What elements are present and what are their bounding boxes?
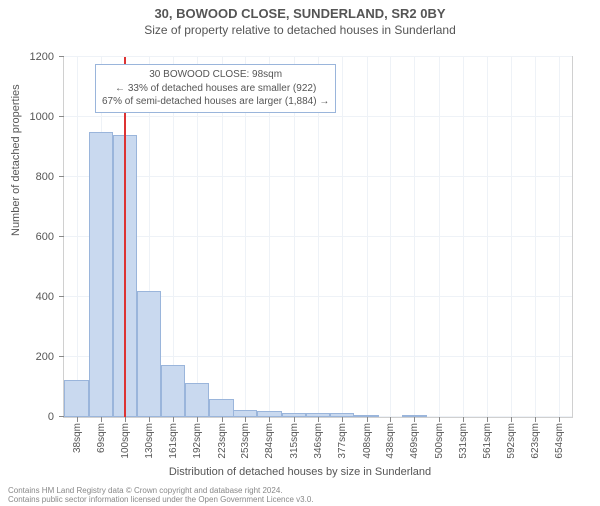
x-tick-label: 623sqm <box>530 423 541 459</box>
grid-horizontal <box>64 116 572 117</box>
chart-container: 30, BOWOOD CLOSE, SUNDERLAND, SR2 0BY Si… <box>0 6 600 506</box>
y-tick-mark <box>59 416 64 417</box>
x-tick-label: 438sqm <box>385 423 396 459</box>
grid-vertical <box>390 57 391 417</box>
x-tick-label: 500sqm <box>434 423 445 459</box>
y-tick-mark <box>59 176 64 177</box>
x-tick-label: 377sqm <box>337 423 348 459</box>
x-tick-label: 561sqm <box>482 423 493 459</box>
property-callout: 30 BOWOOD CLOSE: 98sqm ← 33% of detached… <box>95 64 336 113</box>
x-tick-mark <box>511 417 512 422</box>
x-tick-label: 284sqm <box>264 423 275 459</box>
callout-line1: 30 BOWOOD CLOSE: 98sqm <box>102 68 329 82</box>
x-axis-label: Distribution of detached houses by size … <box>0 466 600 478</box>
x-tick-mark <box>414 417 415 422</box>
x-tick-label: 346sqm <box>313 423 324 459</box>
x-tick-label: 469sqm <box>409 423 420 459</box>
grid-vertical <box>367 57 368 417</box>
x-tick-mark <box>559 417 560 422</box>
x-tick-label: 315sqm <box>289 423 300 459</box>
histogram-bar <box>89 132 113 417</box>
y-tick-mark <box>59 296 64 297</box>
y-tick-mark <box>59 56 64 57</box>
grid-vertical <box>414 57 415 417</box>
x-tick-mark <box>318 417 319 422</box>
grid-horizontal <box>64 176 572 177</box>
y-axis-label: Number of detached properties <box>10 84 22 236</box>
x-tick-label: 38sqm <box>72 423 83 453</box>
callout-line3: 67% of semi-detached houses are larger (… <box>102 95 329 109</box>
histogram-bar <box>64 380 88 418</box>
y-tick-label: 600 <box>36 231 54 243</box>
grid-horizontal <box>64 236 572 237</box>
x-tick-mark <box>269 417 270 422</box>
x-tick-mark <box>125 417 126 422</box>
y-tick-mark <box>59 356 64 357</box>
x-tick-label: 531sqm <box>458 423 469 459</box>
y-tick-label: 1200 <box>30 51 54 63</box>
x-tick-mark <box>77 417 78 422</box>
x-tick-mark <box>535 417 536 422</box>
x-tick-label: 408sqm <box>362 423 373 459</box>
attribution-line1: Contains HM Land Registry data © Crown c… <box>8 486 314 495</box>
x-tick-mark <box>367 417 368 422</box>
x-tick-mark <box>149 417 150 422</box>
x-tick-mark <box>101 417 102 422</box>
x-tick-label: 592sqm <box>506 423 517 459</box>
y-tick-mark <box>59 236 64 237</box>
y-tick-label: 0 <box>48 411 54 423</box>
grid-vertical <box>559 57 560 417</box>
grid-vertical <box>463 57 464 417</box>
grid-vertical <box>487 57 488 417</box>
x-tick-mark <box>173 417 174 422</box>
x-tick-mark <box>342 417 343 422</box>
grid-vertical <box>535 57 536 417</box>
page-title: 30, BOWOOD CLOSE, SUNDERLAND, SR2 0BY <box>0 6 600 21</box>
grid-vertical <box>511 57 512 417</box>
attribution: Contains HM Land Registry data © Crown c… <box>8 486 314 504</box>
x-tick-mark <box>487 417 488 422</box>
grid-vertical <box>439 57 440 417</box>
attribution-line2: Contains public sector information licen… <box>8 495 314 504</box>
x-tick-label: 192sqm <box>192 423 203 459</box>
histogram-bar <box>233 410 257 418</box>
x-tick-label: 253sqm <box>240 423 251 459</box>
x-tick-mark <box>390 417 391 422</box>
grid-vertical <box>77 57 78 417</box>
y-tick-label: 400 <box>36 291 54 303</box>
chart-subtitle: Size of property relative to detached ho… <box>0 23 600 37</box>
histogram-bar <box>161 365 185 418</box>
x-tick-label: 100sqm <box>120 423 131 459</box>
histogram-bar <box>185 383 209 418</box>
y-tick-label: 800 <box>36 171 54 183</box>
x-tick-mark <box>222 417 223 422</box>
histogram-bar <box>209 399 233 417</box>
grid-horizontal <box>64 56 572 57</box>
y-tick-label: 200 <box>36 351 54 363</box>
x-tick-label: 130sqm <box>144 423 155 459</box>
x-tick-mark <box>294 417 295 422</box>
x-tick-mark <box>197 417 198 422</box>
x-tick-mark <box>245 417 246 422</box>
callout-line2: ← 33% of detached houses are smaller (92… <box>102 82 329 96</box>
grid-vertical <box>342 57 343 417</box>
x-tick-label: 161sqm <box>168 423 179 459</box>
x-tick-label: 69sqm <box>96 423 107 453</box>
histogram-bar <box>137 291 161 417</box>
x-tick-label: 223sqm <box>217 423 228 459</box>
x-tick-mark <box>439 417 440 422</box>
y-tick-label: 1000 <box>30 111 54 123</box>
x-tick-label: 654sqm <box>554 423 565 459</box>
y-tick-mark <box>59 116 64 117</box>
x-tick-mark <box>463 417 464 422</box>
